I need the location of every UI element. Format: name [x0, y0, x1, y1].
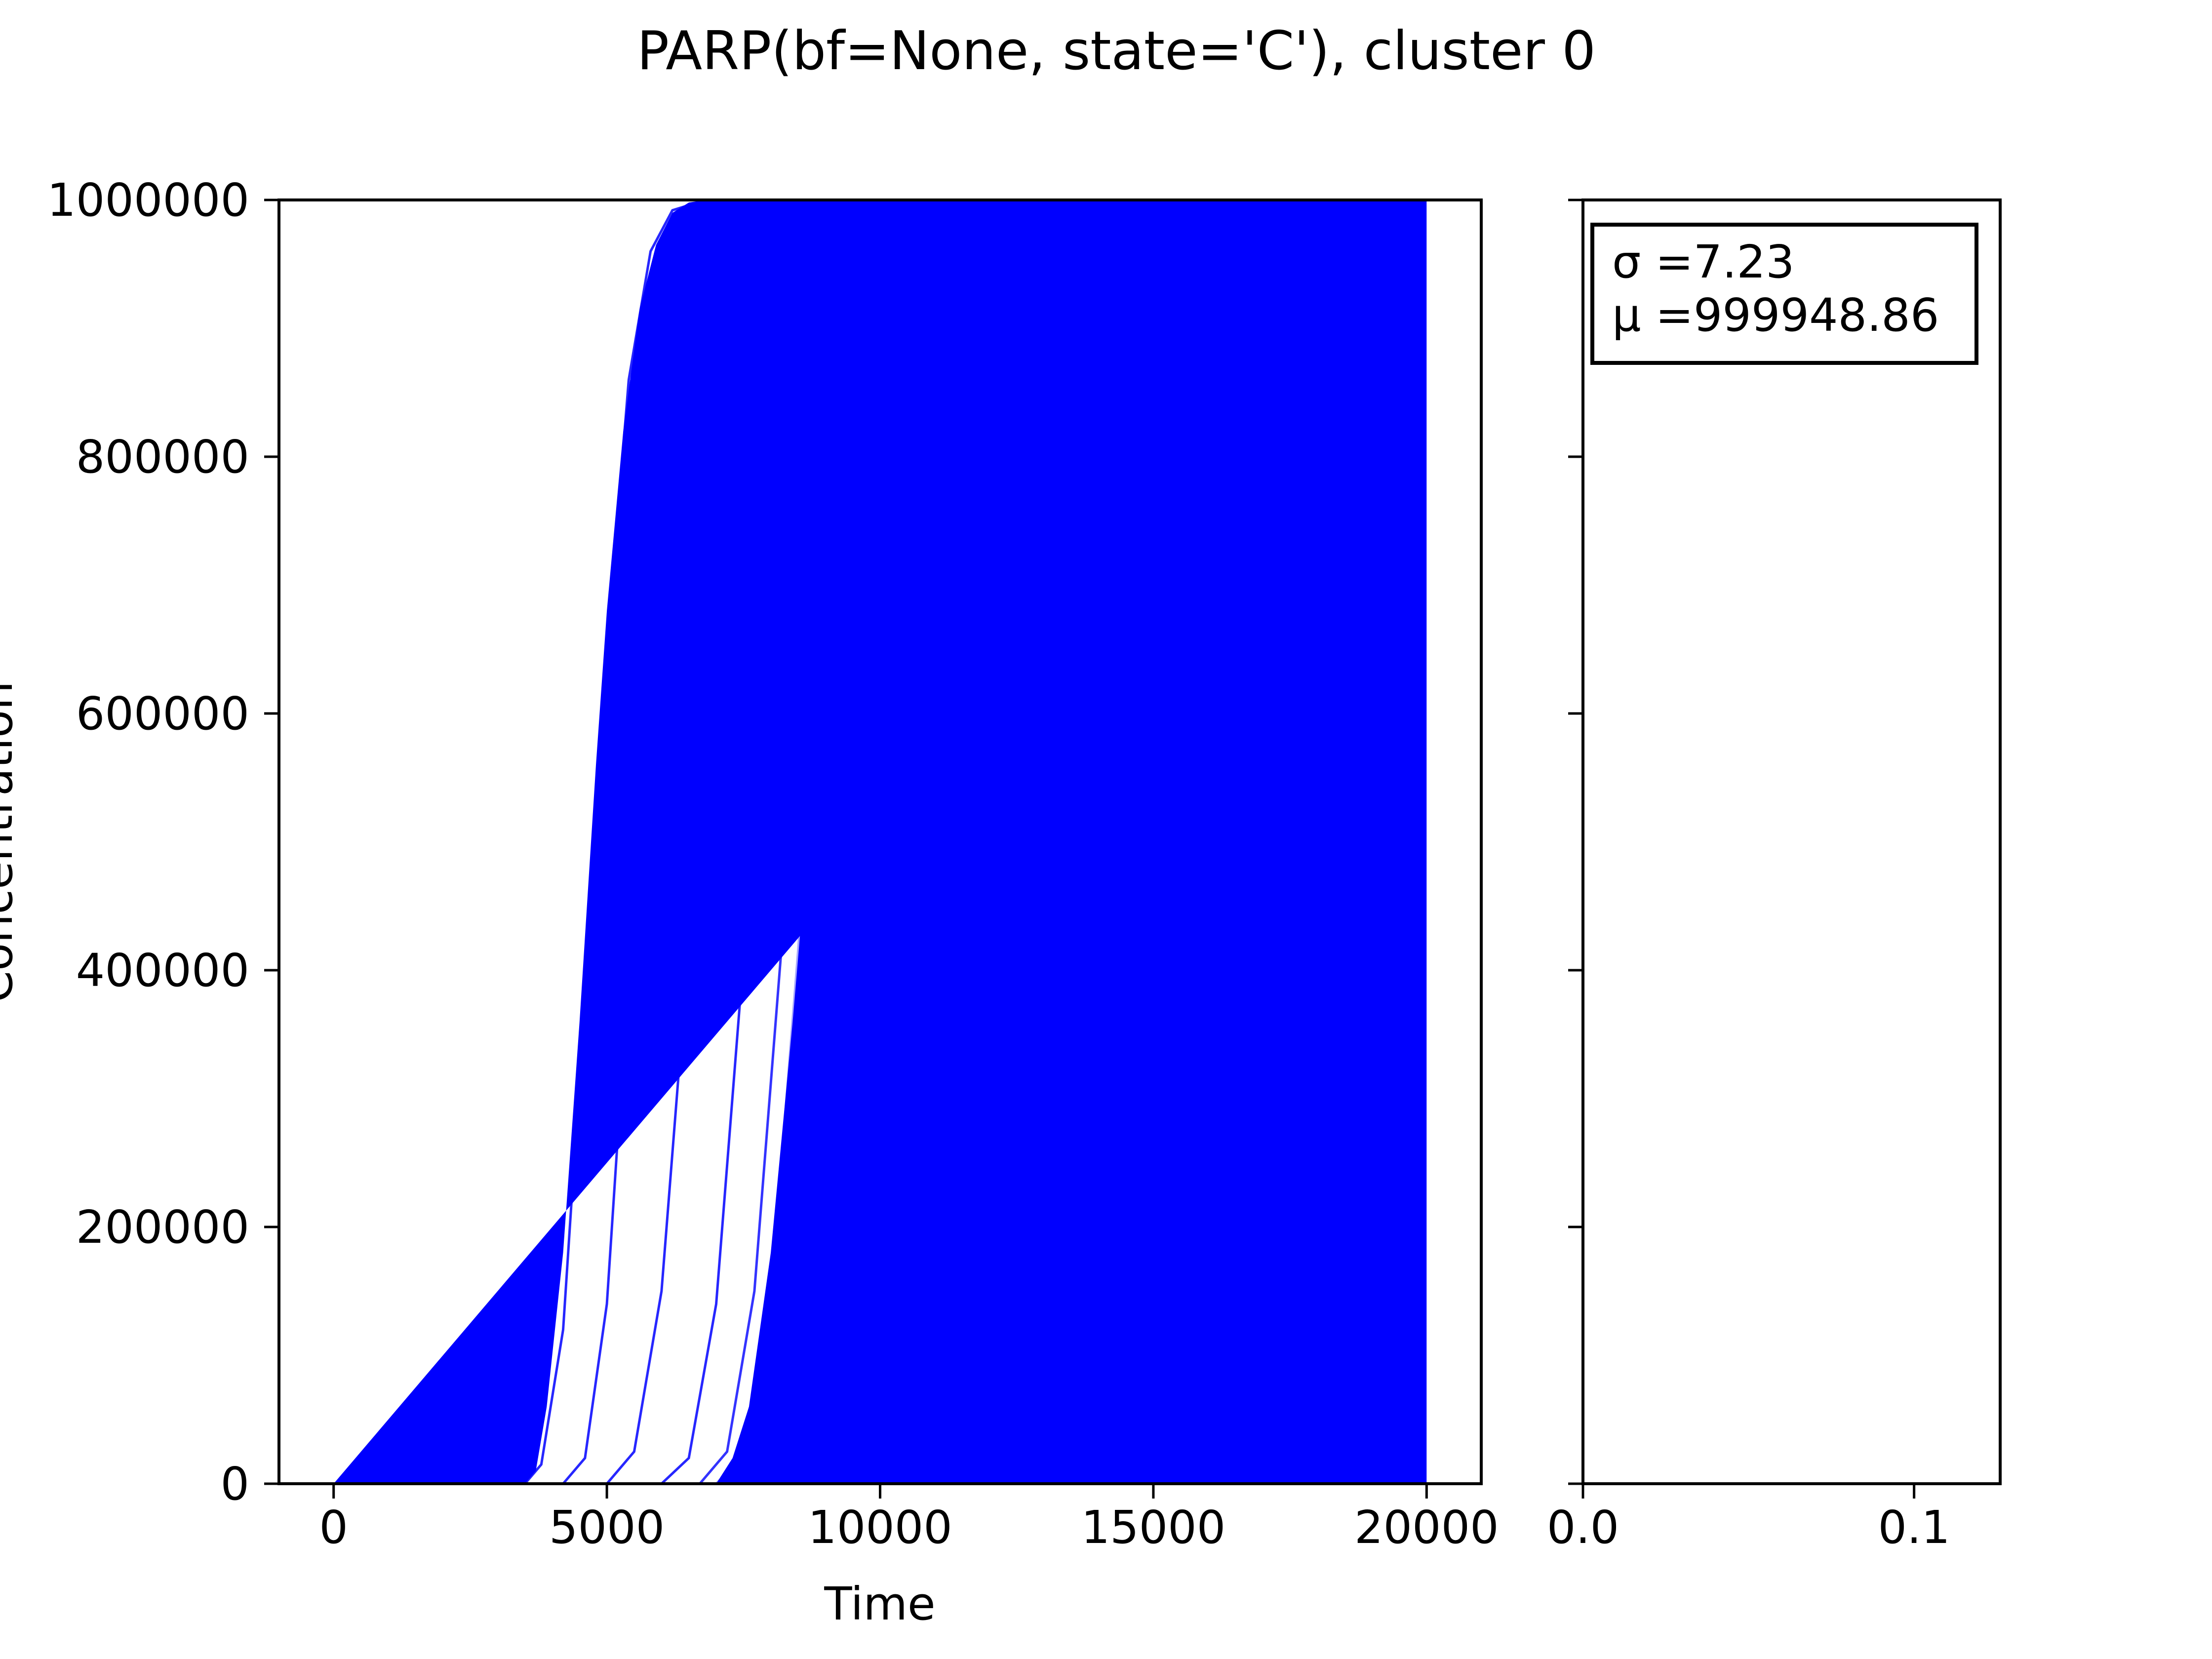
- y-tick-label: 400000: [76, 944, 249, 997]
- y-tick-label: 600000: [76, 687, 249, 740]
- y-tick-label: 0: [220, 1458, 249, 1510]
- series-line-2: [333, 200, 1427, 1484]
- series-line-4: [333, 200, 1427, 1484]
- y-tick-label: 1000000: [47, 174, 249, 227]
- histogram-x-tick-label: 0.0: [1547, 1501, 1619, 1554]
- series-line-6: [333, 200, 1427, 1484]
- x-tick-label: 0: [319, 1501, 348, 1554]
- main-plot: 0 5000 10000 15000 20000 0 200000 400000 600000…: [0, 174, 1499, 1630]
- x-tick-label: 15000: [1081, 1501, 1226, 1554]
- histogram-plot: 0.0 0.1 σ =7.23 μ =999948.86: [1547, 198, 2002, 1554]
- histogram-x-ticks: 0.0 0.1: [1547, 1484, 1950, 1554]
- stats-annotation-box: [1590, 223, 1978, 365]
- y-tick-label: 800000: [76, 431, 249, 483]
- histogram-y-ticks: [1568, 198, 1583, 1485]
- series-line-5: [333, 200, 1427, 1484]
- y-tick-label: 200000: [76, 1201, 249, 1254]
- histogram-x-tick-label: 0.1: [1878, 1501, 1950, 1554]
- chart-title: PARP(bf=None, state='C'), cluster 0: [637, 20, 1596, 82]
- series-line-0: [333, 200, 1427, 1484]
- main-y-ticks: 0 200000 400000 600000 800000 1000000: [47, 174, 279, 1510]
- histogram-axes-frame: [1581, 198, 2002, 1485]
- main-x-ticks: 0 5000 10000 15000 20000: [319, 1484, 1499, 1554]
- sigma-annotation: σ =7.23: [1612, 236, 1794, 288]
- y-axis-label: Concentration: [0, 681, 23, 1003]
- series-line-7: [333, 200, 1427, 1484]
- x-tick-label: 20000: [1354, 1501, 1499, 1554]
- curve-band-fill: [333, 200, 1427, 1484]
- x-tick-label: 10000: [808, 1501, 952, 1554]
- series-line-1: [333, 200, 1427, 1484]
- x-axis-label: Time: [824, 1578, 935, 1630]
- curve-band: [333, 200, 1427, 1484]
- series-line-3: [333, 200, 1427, 1484]
- mu-annotation: μ =999948.86: [1612, 289, 1939, 342]
- curve-series: [333, 200, 1427, 1484]
- x-tick-label: 5000: [549, 1501, 665, 1554]
